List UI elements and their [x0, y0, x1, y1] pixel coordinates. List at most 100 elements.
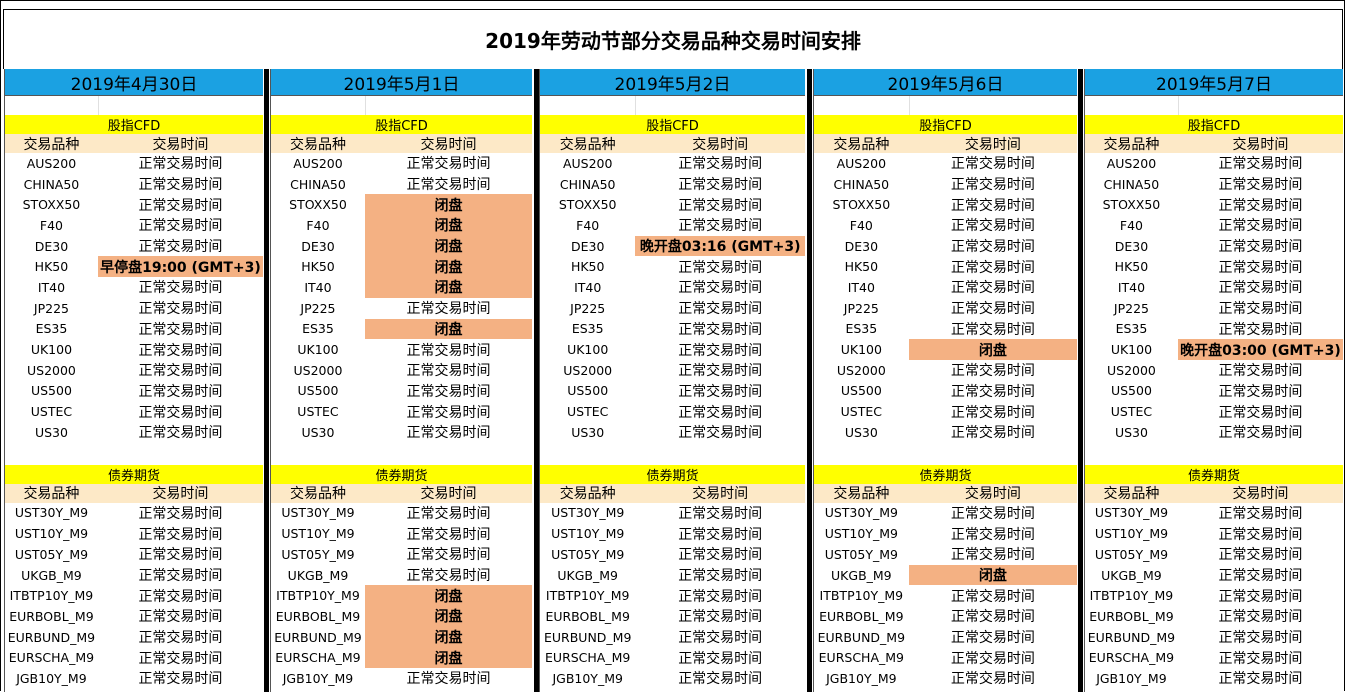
- symbol-cell: UK100: [1110, 342, 1153, 358]
- symbol-cell: JP225: [1113, 300, 1149, 316]
- trading-time-cell: 正常交易时间: [678, 177, 763, 194]
- symbol-cell: JGB10Y_M9: [1096, 670, 1167, 686]
- table-row: JP225 正常交易时间: [5, 298, 263, 319]
- table-row: USTEC 正常交易时间: [271, 401, 532, 422]
- trading-time-cell: 正常交易时间: [138, 383, 223, 400]
- table-row: UST10Y_M9 正常交易时间: [540, 523, 805, 544]
- table-row: UST30Y_M9 正常交易时间: [271, 503, 532, 524]
- symbol-cell: UST10Y_M9: [1094, 526, 1169, 542]
- table-row: JGB10Y_M9 正常交易时间: [1085, 668, 1343, 689]
- day-date-header: 2019年5月6日: [814, 69, 1077, 96]
- trading-time-cell: 正常交易时间: [678, 383, 763, 400]
- trading-time-cell: 正常交易时间: [138, 505, 223, 522]
- table-row: US500 正常交易时间: [814, 381, 1077, 402]
- table-row: USTEC 正常交易时间: [540, 401, 805, 422]
- table-row: US2000 正常交易时间: [540, 360, 805, 381]
- column-header-time: 交易时间: [1232, 486, 1289, 503]
- trading-time-cell: 正常交易时间: [138, 342, 223, 359]
- column-header-row: 交易品种 交易时间: [814, 483, 1077, 503]
- spacer-row: [271, 96, 532, 115]
- trading-time-cell: 正常交易时间: [950, 239, 1035, 256]
- trading-time-cell: 正常交易时间: [678, 404, 763, 421]
- table-row: DE30 正常交易时间: [5, 236, 263, 257]
- table-row: AUS200 正常交易时间: [271, 153, 532, 174]
- symbol-cell: EURSCHA_M9: [1088, 650, 1175, 666]
- column-header-time: 交易时间: [420, 486, 477, 503]
- table-row: ITBTP10Y_M9 正常交易时间: [5, 585, 263, 606]
- column-header-time: 交易时间: [692, 486, 749, 503]
- symbol-cell: DE30: [1114, 238, 1149, 254]
- trading-time-cell: 正常交易时间: [406, 177, 491, 194]
- symbol-cell: F40: [306, 217, 330, 233]
- symbol-cell: EURBUND_M9: [543, 629, 632, 645]
- day-column: 2019年5月1日 股指CFD 交易品种 交易时间 AUS200 正常交易时间 CHINA5…: [270, 69, 532, 692]
- symbol-cell: JP225: [843, 300, 879, 316]
- trading-time-cell: 正常交易时间: [406, 505, 491, 522]
- table-row: US30 正常交易时间: [540, 422, 805, 443]
- trading-time-cell: 正常交易时间: [1218, 547, 1303, 564]
- symbol-cell: UKGB_M9: [21, 567, 82, 583]
- column-header-row: 交易品种 交易时间: [271, 483, 532, 503]
- trading-time-cell: 早停盘19:00 (GMT+3): [97, 256, 263, 278]
- spacer-row: [540, 96, 805, 115]
- table-row: UST05Y_M9 正常交易时间: [5, 544, 263, 565]
- trading-time-cell: 正常交易时间: [406, 383, 491, 400]
- symbol-cell: UST05Y_M9: [14, 546, 89, 562]
- symbol-cell: CHINA50: [290, 176, 346, 192]
- trading-time-cell: 正常交易时间: [678, 425, 763, 442]
- trading-time-cell: 闭盘: [908, 564, 1077, 586]
- symbol-cell: UST05Y_M9: [551, 546, 625, 562]
- symbol-cell: EURBOBL_M9: [545, 608, 630, 624]
- trading-time-cell: 正常交易时间: [678, 197, 763, 214]
- table-row: AUS200 正常交易时间: [5, 153, 263, 174]
- symbol-cell: US30: [571, 424, 605, 440]
- symbol-cell: HK50: [301, 259, 335, 275]
- table-row: UKGB_M9 正常交易时间: [540, 565, 805, 586]
- trading-time-cell: 正常交易时间: [950, 671, 1035, 688]
- symbol-cell: EURBOBL_M9: [1089, 608, 1174, 624]
- column-header-time: 交易时间: [964, 486, 1021, 503]
- symbol-cell: UST10Y_M9: [824, 526, 898, 542]
- trading-time-cell: 正常交易时间: [950, 363, 1035, 380]
- table-row: UKGB_M9 正常交易时间: [5, 565, 263, 586]
- table-row: CHINA50 正常交易时间: [540, 174, 805, 195]
- trading-time-cell: 正常交易时间: [678, 280, 763, 297]
- trading-time-cell: 正常交易时间: [950, 156, 1035, 173]
- trading-time-cell: 正常交易时间: [950, 425, 1035, 442]
- table-row: HK50 闭盘: [271, 256, 532, 278]
- bond-section-header: 债券期货: [814, 464, 1077, 484]
- trading-time-cell: 闭盘: [364, 256, 532, 278]
- table-row: ITBTP10Y_M9 正常交易时间: [540, 585, 805, 606]
- symbol-cell: UST30Y_M9: [1094, 505, 1169, 521]
- trading-time-cell: 正常交易时间: [1218, 404, 1303, 421]
- symbol-cell: US500: [297, 383, 339, 399]
- column-header-time: 交易时间: [964, 136, 1021, 153]
- symbol-cell: US2000: [26, 362, 76, 378]
- table-row: UK100 正常交易时间: [540, 339, 805, 360]
- symbol-cell: EURBUND_M9: [7, 629, 96, 645]
- column-header-symbol: 交易品种: [289, 136, 346, 153]
- symbol-cell: JP225: [300, 300, 336, 316]
- symbol-cell: UST30Y_M9: [824, 505, 898, 521]
- symbol-cell: UST10Y_M9: [551, 526, 625, 542]
- trading-time-cell: 正常交易时间: [138, 218, 223, 235]
- bond-section-header: 债券期货: [1085, 464, 1343, 484]
- table-row: ES35 正常交易时间: [1085, 319, 1343, 340]
- table-row: ES35 正常交易时间: [540, 319, 805, 340]
- symbol-cell: AUS200: [293, 155, 343, 171]
- table-row: DE30 闭盘: [271, 235, 532, 257]
- table-row: JP225 正常交易时间: [540, 298, 805, 319]
- trading-time-cell: 正常交易时间: [1218, 383, 1303, 400]
- symbol-cell: US500: [30, 383, 72, 399]
- table-row: UST10Y_M9 正常交易时间: [5, 523, 263, 544]
- trading-time-cell: 正常交易时间: [406, 526, 491, 543]
- table-row: HK50 正常交易时间: [814, 256, 1077, 277]
- trading-time-cell: 正常交易时间: [406, 363, 491, 380]
- cfd-section-header: 股指CFD: [1085, 115, 1343, 134]
- symbol-cell: F40: [576, 217, 600, 233]
- table-row: UST05Y_M9 正常交易时间: [814, 544, 1077, 565]
- table-row: UST30Y_M9 正常交易时间: [814, 503, 1077, 524]
- column-header-symbol: 交易品种: [23, 486, 80, 503]
- table-row: STOXX50 正常交易时间: [5, 194, 263, 215]
- trading-time-cell: 正常交易时间: [1218, 609, 1303, 626]
